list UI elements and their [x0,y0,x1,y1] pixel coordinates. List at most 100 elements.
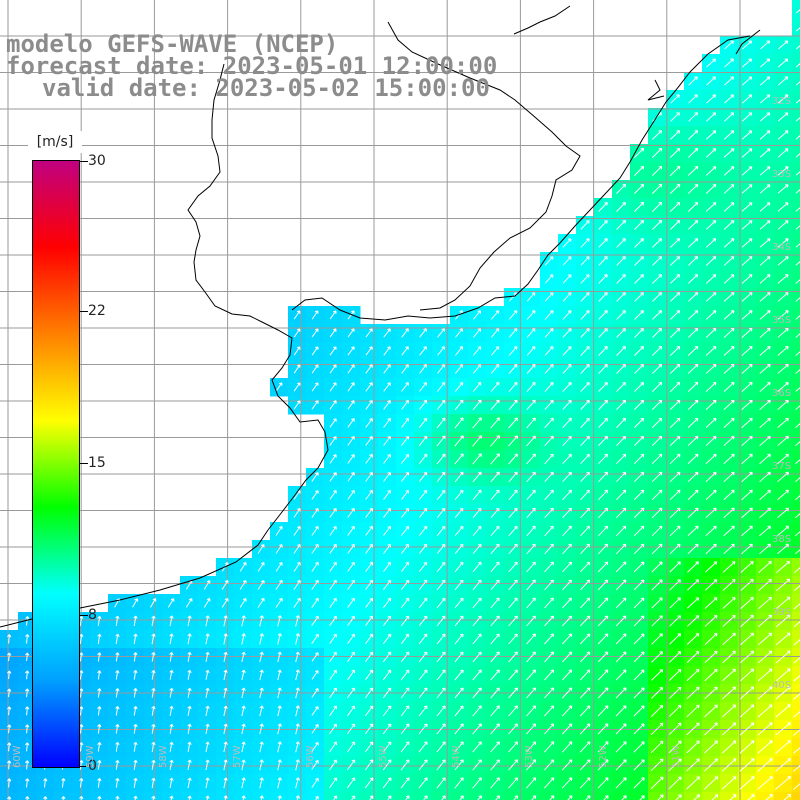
wind-arrow [616,328,626,338]
wind-arrow [580,364,590,374]
wind-arrow [259,687,264,699]
wind-arrow [436,759,446,771]
wind-arrow [795,495,800,501]
wind-arrow [365,633,374,645]
wind-arrow [329,400,337,410]
wind-speed-cell [792,360,800,379]
wind-arrow [669,507,681,519]
wind-arrow [687,202,699,212]
wind-arrow [454,669,464,681]
wind-arrow [418,579,428,591]
wind-arrow [794,513,800,519]
wind-arrow [508,543,518,555]
wind-speed-cell [792,540,800,559]
wind-arrow [526,471,536,483]
latitude-label: 39S [772,607,792,618]
wind-arrow [223,795,228,800]
wind-arrow [633,543,645,555]
wind-arrow [741,328,753,338]
wind-arrow [400,615,410,627]
wind-arrow [705,399,717,410]
wind-arrow [705,184,717,194]
wind-arrow [783,793,792,800]
wind-arrow [526,705,536,717]
wind-arrow [436,453,446,465]
wind-speed-cell [684,792,703,800]
wind-arrow [347,633,355,645]
wind-arrow [277,795,282,800]
wind-arrow [579,759,591,771]
wind-arrow [616,364,626,374]
wind-arrow [722,686,736,700]
wind-arrow [686,686,700,700]
wind-arrow [704,704,718,718]
wind-speed-cell [792,594,800,613]
wind-arrow [169,795,174,800]
wind-arrows [7,9,800,800]
wind-arrow [383,543,391,554]
wind-arrow [526,453,536,465]
wind-arrow [241,633,246,645]
wind-arrow [311,472,319,482]
wind-arrow [526,292,536,302]
wind-arrow [311,615,319,626]
wind-arrow [347,490,355,500]
wind-arrow [169,615,174,627]
wind-arrow [490,471,500,483]
wind-arrow [775,578,791,592]
wind-arrow [315,795,319,800]
wind-arrow [633,705,645,717]
wind-arrow [775,740,791,754]
wind-arrow [133,777,138,788]
wind-arrow [668,669,682,681]
wind-arrow [616,310,626,320]
wind-arrow [775,650,791,664]
wind-arrow [793,585,800,592]
wind-arrow [205,615,210,627]
wind-arrow [759,543,771,555]
wind-arrow [777,112,789,122]
wind-arrow [544,292,554,302]
wind-arrow [311,490,319,500]
wind-arrow [777,292,789,302]
wind-arrow [598,543,609,555]
wind-arrow [401,364,409,374]
wind-arrow [795,135,800,140]
wind-arrow [223,633,228,645]
wind-arrow [741,292,753,302]
wind-arrow [472,777,482,789]
wind-arrow [580,399,590,410]
wind-arrow [25,706,30,716]
wind-arrow [329,561,337,572]
wind-arrow [615,525,627,537]
wind-arrow [295,651,300,663]
wind-arrow [686,704,700,718]
wind-arrow [97,760,102,770]
wind-arrow [437,346,445,356]
wind-arrow [597,723,609,735]
wind-speed-cell [792,342,800,361]
wind-arrow [777,40,789,50]
longitude-label: 53W [524,745,536,768]
model-title: modelo GEFS-WAVE (NCEP) [6,30,339,58]
wind-arrow [436,399,446,411]
wind-arrow [259,759,264,771]
wind-arrow [777,58,789,68]
wind-arrow [580,435,590,447]
wind-arrow [652,346,663,356]
wind-arrow [562,579,572,591]
wind-arrow [705,525,717,537]
wind-arrow [705,346,717,356]
wind-arrow [365,364,373,374]
wind-arrow [777,382,789,392]
wind-arrow [97,615,102,626]
wind-arrow [651,561,663,573]
wind-arrow [346,705,356,717]
wind-arrow [722,704,737,718]
wind-arrow [365,543,373,554]
wind-arrow [723,166,735,176]
wind-arrow [669,453,681,465]
wind-arrow [401,328,409,338]
wind-speed-cell [432,792,451,800]
wind-arrow [687,310,699,320]
